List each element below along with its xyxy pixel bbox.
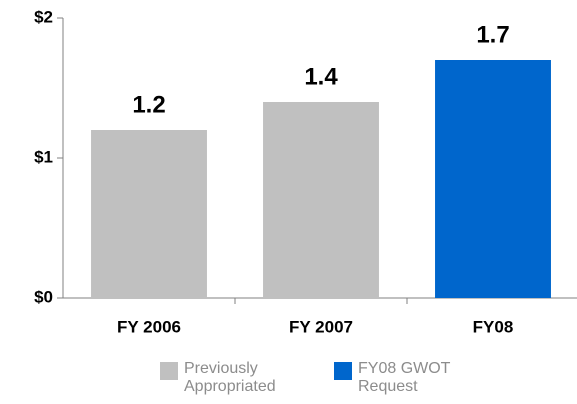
y-tick-label: $0 xyxy=(34,287,53,306)
legend-item: FY08 GWOT Request xyxy=(334,360,478,396)
data-label: 1.2 xyxy=(132,91,165,118)
bar xyxy=(435,60,551,298)
bar xyxy=(91,130,207,298)
x-tick-label: FY08 xyxy=(473,317,514,336)
bar xyxy=(263,102,379,298)
x-tick-label: FY 2007 xyxy=(289,317,353,336)
y-tick-label: $1 xyxy=(34,147,53,166)
y-tick-label: $2 xyxy=(34,7,53,26)
legend-label: Previously Appropriated xyxy=(184,360,276,395)
legend-label: FY08 GWOT Request xyxy=(358,360,451,395)
legend-swatch xyxy=(160,362,178,380)
x-tick-label: FY 2006 xyxy=(117,317,181,336)
data-label: 1.7 xyxy=(476,21,509,48)
data-label: 1.4 xyxy=(304,63,338,90)
legend-swatch xyxy=(334,362,352,380)
legend-item: Previously Appropriated xyxy=(160,360,304,396)
